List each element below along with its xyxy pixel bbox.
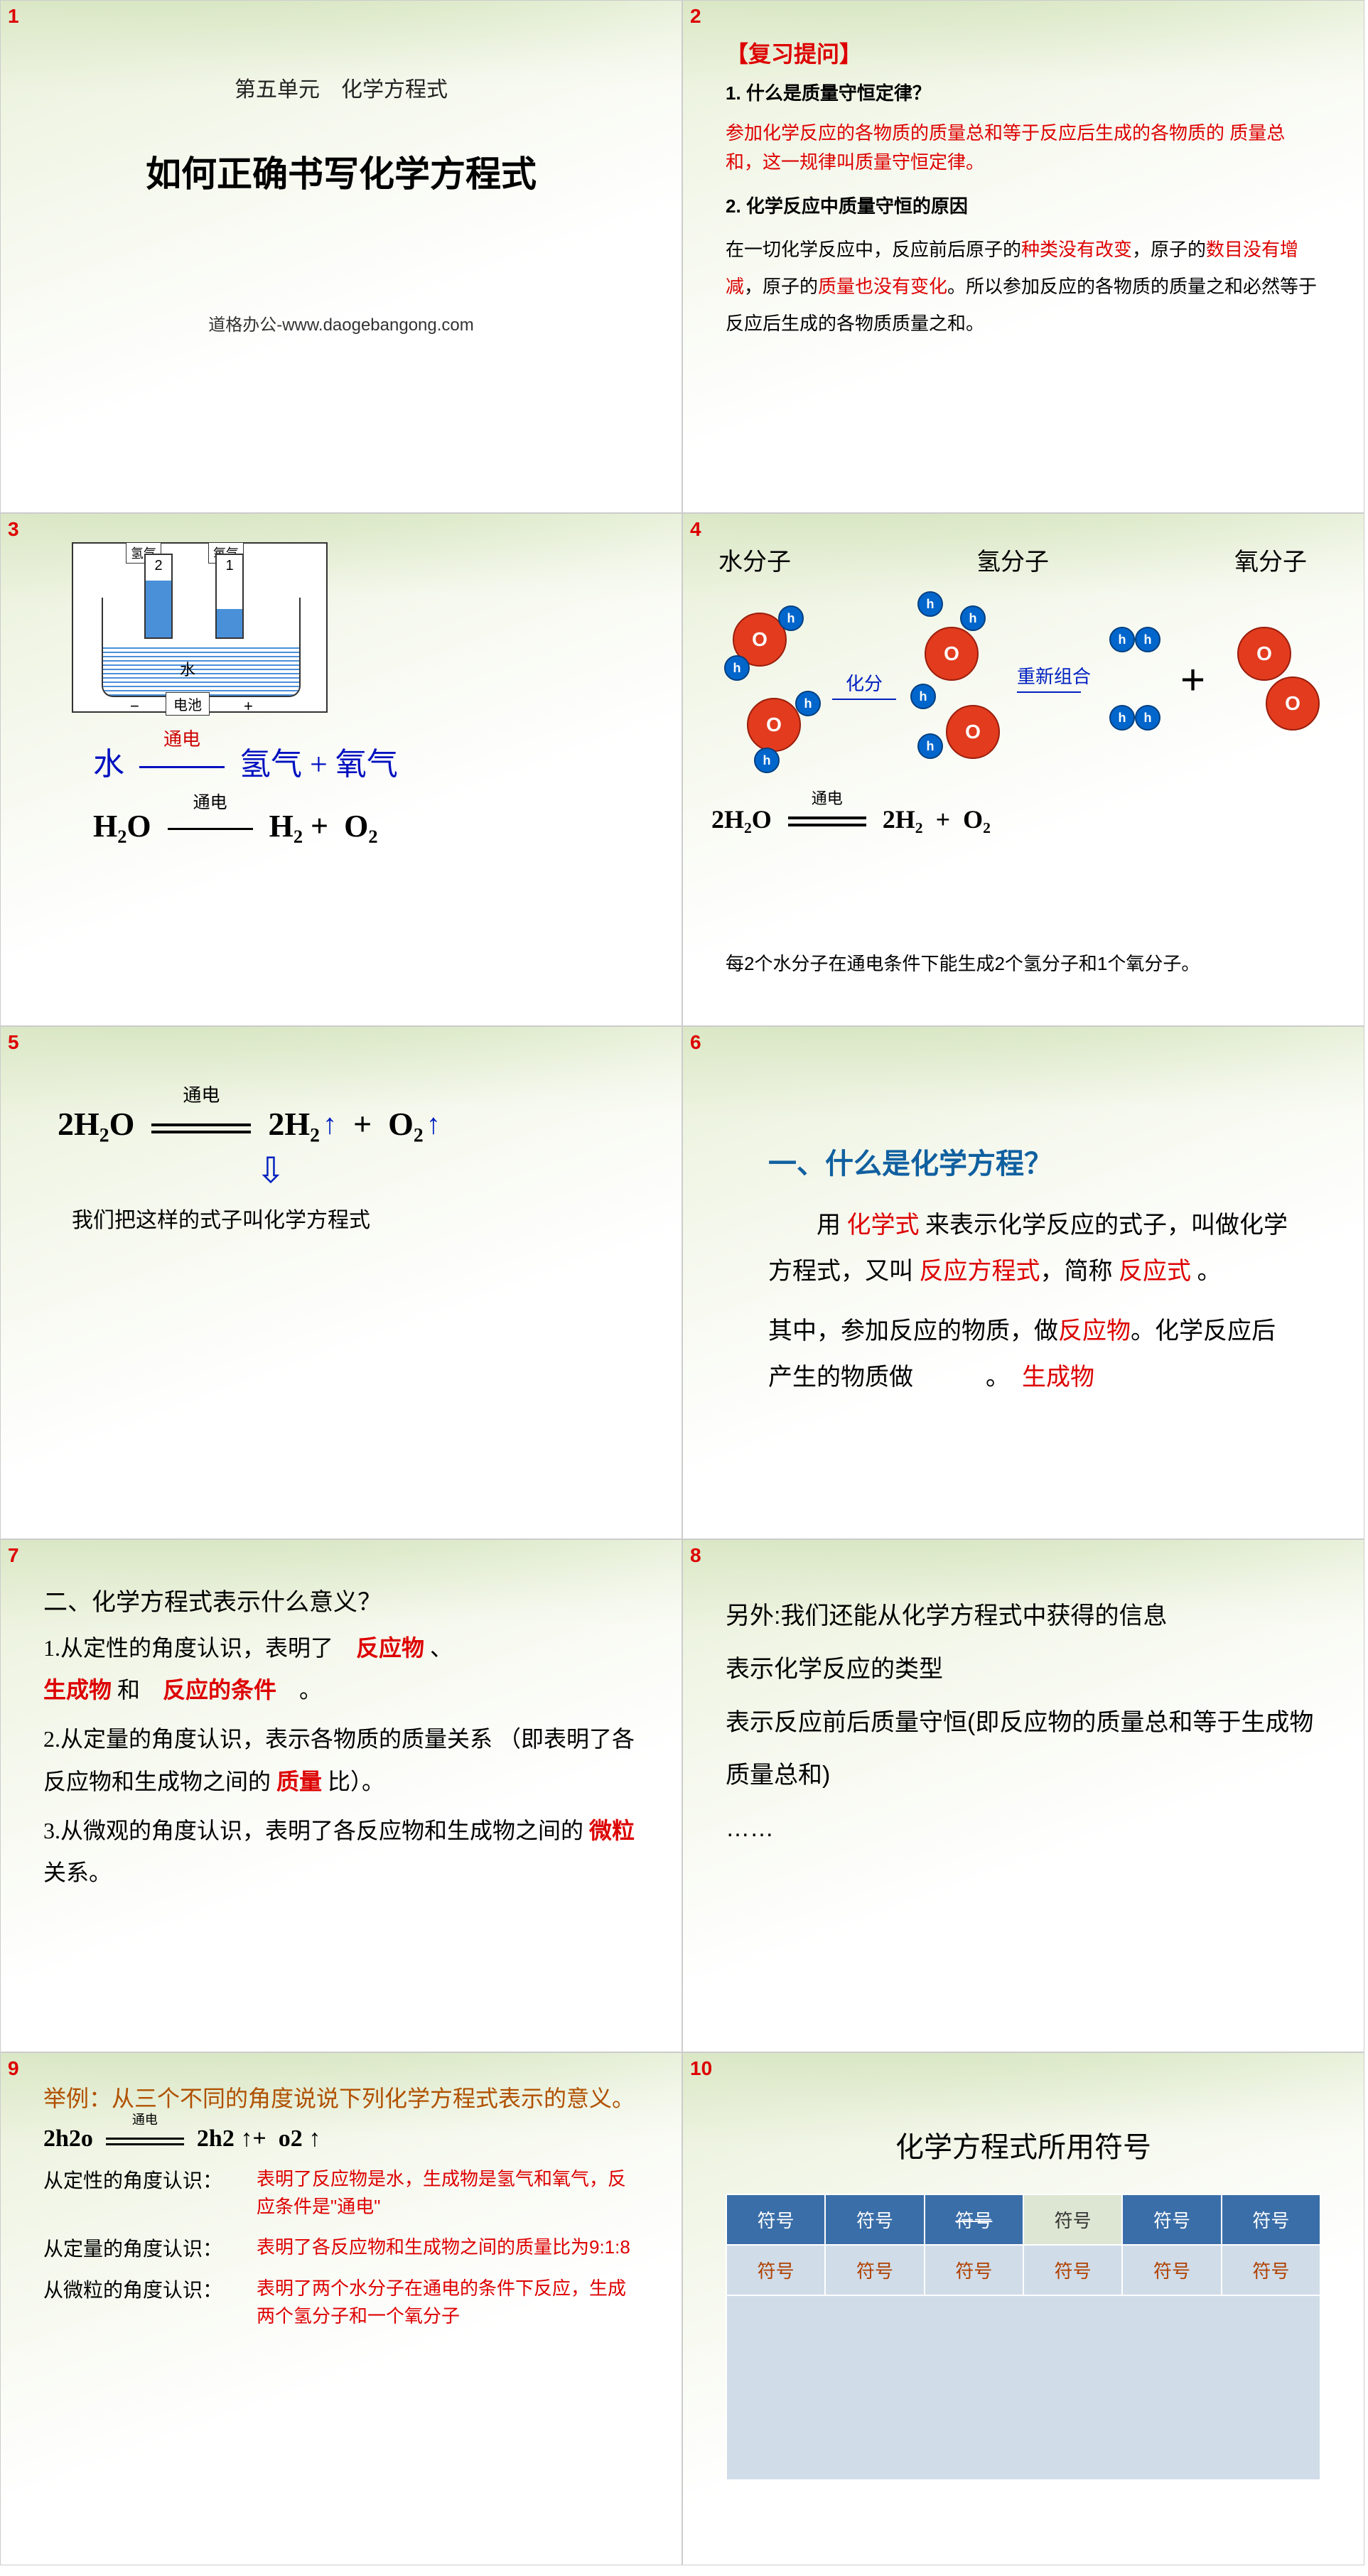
slide-7: 7 二、化学方程式表示什么意义？ 1.从定性的角度认识，表明了 反应物 、生成物… (0, 1539, 682, 2052)
example-equation: 2h2o 通电 2h2 ↑+ o2 ↑ (43, 2125, 639, 2152)
slide-1: 1 第五单元 化学方程式 如何正确书写化学方程式 道格办公-www.daogeb… (0, 0, 682, 513)
slide-number: 3 (8, 518, 19, 541)
slide-number: 9 (8, 2057, 19, 2080)
th: 符号 (726, 2194, 825, 2245)
oxygen-atom: O (1266, 677, 1320, 731)
th: 符号 (825, 2194, 924, 2245)
source-link: 道格办公-www.daogebangong.com (43, 311, 639, 335)
hydrogen-atom: h (754, 748, 780, 773)
molecule-labels: 水分子 氢分子 氧分子 (711, 542, 1335, 577)
gas-arrow-icon: ↑ (426, 1107, 441, 1141)
slide-number: 7 (8, 1544, 19, 1567)
th: 符号 (1222, 2194, 1320, 2245)
section-title: 一、什么是化学方程？ (768, 1141, 1321, 1182)
th: 符号 (925, 2194, 1023, 2245)
td: 符号 (1122, 2245, 1221, 2295)
page-title: 如何正确书写化学方程式 (43, 146, 639, 197)
definition-text: 我们把这样的式子叫化学方程式 (72, 1202, 639, 1234)
body-text: 1.从定性的角度认识，表明了 反应物 、生成物 和 反应的条件 。 2.从定量的… (43, 1627, 639, 1894)
beaker (102, 598, 301, 697)
unit-label: 第五单元 化学方程式 (43, 72, 639, 103)
gas-arrow-icon: ↑ (323, 1107, 337, 1141)
th: 符号 (1122, 2194, 1221, 2245)
hydrogen-atom: h (917, 733, 943, 759)
slide-number: 4 (690, 518, 701, 541)
recombine-arrow: 重新组合 (1017, 662, 1091, 693)
slide-8: 8 另外:我们还能从化学方程式中获得的信息 表示化学反应的类型 表示反应前后质量… (682, 1539, 1364, 2052)
slide-number: 6 (690, 1031, 701, 1054)
table-title: 化学方程式所用符号 (726, 2124, 1321, 2165)
decompose-arrow: 化分 (832, 669, 896, 700)
oxygen-atom: O (747, 698, 801, 752)
a2: 在一切化学反应中，反应前后原子的种类没有改变，原子的数目没有增减，原子的质量也没… (726, 231, 1321, 342)
caption: 每2个水分子在通电条件下能生成2个氢分子和1个氧分子。 (726, 949, 1321, 976)
td: 符号 (726, 2245, 825, 2295)
slide-5: 5 2H₂O 通电 2H₂↑ + O₂↑ ⇩ 我们把这样的式子叫化学方程式 (0, 1026, 682, 1539)
oxygen-atom: O (946, 705, 1000, 759)
slide-10: 10 化学方程式所用符号 符号 符号 符号 符号 符号 符号 符号 符号 符号 … (682, 2052, 1364, 2565)
table-row: 符号 符号 符号 符号 符号 符号 (726, 2245, 1320, 2295)
hydrogen-atom: h (910, 684, 936, 709)
slide-number: 2 (690, 5, 701, 28)
hydrogen-atom: h (917, 591, 943, 617)
chemical-equation: 2H₂O 通电 2H₂↑ + O₂↑ (58, 1105, 639, 1143)
review-header: 【复习提问】 (726, 36, 1321, 69)
water-label: 水 (180, 657, 195, 680)
electrolysis-diagram: 氢气 氧气 2 1 水 − 电池 + (72, 542, 328, 713)
table-row-empty (726, 2295, 1320, 2480)
q2: 2. 化学反应中质量守恒的原因 (726, 195, 968, 217)
slide-number: 1 (8, 5, 19, 28)
slide-number: 5 (8, 1031, 19, 1054)
plus-sign: + (1180, 655, 1205, 704)
th: 符号 (1023, 2194, 1122, 2245)
hydrogen-atom: h (1135, 627, 1160, 652)
body-text: 用 化学式 来表示化学反应的式子，叫做化学方程式，又叫 反应方程式，简称 反应式… (768, 1203, 1293, 1401)
balanced-equation: 2H₂O 通电 2H₂ + O₂ (711, 804, 991, 834)
hydrogen-atom: h (778, 605, 804, 631)
oxygen-atom: O (925, 627, 979, 681)
slide-4: 4 水分子 氢分子 氧分子 O h h O h h 化分 h h O (682, 513, 1364, 1026)
q1: 1. 什么是质量守恒定律？ (726, 82, 931, 104)
a1: 参加化学反应的各物质的质量总和等于反应后生成的各物质的 质量总和，这一规律叫质量… (726, 119, 1321, 178)
symbol-equation: H₂O 通电 H₂ + O₂ (93, 808, 639, 844)
slide-number: 10 (690, 2057, 712, 2080)
td: 符号 (825, 2245, 924, 2295)
hydrogen-atom: h (795, 691, 821, 716)
slide-2: 2 【复习提问】 1. 什么是质量守恒定律？ 参加化学反应的各物质的质量总和等于… (682, 0, 1364, 513)
td: 符号 (925, 2245, 1023, 2295)
body-text: 另外:我们还能从化学方程式中获得的信息 表示化学反应的类型 表示反应前后质量守恒… (726, 1590, 1321, 1855)
positive-pole: + (244, 697, 253, 716)
td: 符号 (1222, 2245, 1320, 2295)
hydrogen-atom: h (724, 655, 750, 681)
hydrogen-atom: h (1109, 705, 1135, 731)
td: 符号 (1023, 2245, 1122, 2295)
down-arrow-icon: ⇩ (200, 1150, 342, 1191)
quantitative-row: 从定量的角度认识： 表明了各反应物和生成物之间的质量比为9:1:8 (43, 2233, 639, 2262)
table-header-row: 符号 符号 符号 符号 符号 符号 (726, 2194, 1320, 2245)
molecule-diagram: O h h O h h 化分 h h O h O h 重新组合 h h (711, 584, 1335, 797)
hydrogen-atom: h (1135, 705, 1160, 731)
qualitative-row: 从定性的角度认识： 表明了反应物是水，生成物是氢气和氧气，反应条件是"通电" (43, 2165, 639, 2221)
battery-label: 电池 (166, 692, 210, 716)
slide-9: 9 举例：从三个不同的角度说说下列化学方程式表示的意义。 2h2o 通电 2h2… (0, 2052, 682, 2565)
symbols-table: 符号 符号 符号 符号 符号 符号 符号 符号 符号 符号 符号 符号 (726, 2194, 1321, 2481)
hydrogen-atom: h (960, 605, 986, 631)
negative-pole: − (130, 697, 139, 716)
hydrogen-atom: h (1109, 627, 1135, 652)
slide-3: 3 氢气 氧气 2 1 水 − 电池 + 水 通电 氢气 + 氧气 H₂O 通电 (0, 513, 682, 1026)
oxygen-atom: O (1237, 627, 1291, 681)
particle-row: 从微粒的角度认识： 表明了两个水分子在通电的条件下反应，生成两个氢分子和一个氧分… (43, 2275, 639, 2330)
section-title: 二、化学方程式表示什么意义？ (43, 1583, 639, 1617)
slide-6: 6 一、什么是化学方程？ 用 化学式 来表示化学反应的式子，叫做化学方程式，又叫… (682, 1026, 1364, 1539)
word-equation: 水 通电 氢气 + 氧气 (93, 738, 639, 784)
slide-number: 8 (690, 1544, 701, 1567)
